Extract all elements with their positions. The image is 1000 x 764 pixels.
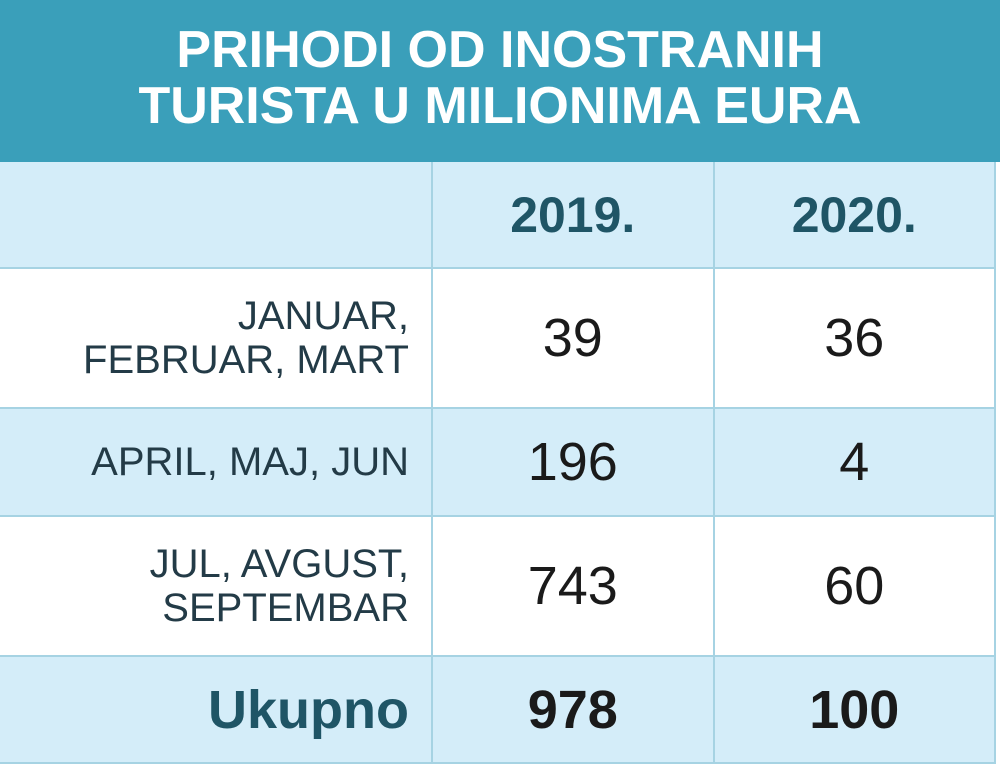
- table-row: JUL, AVGUST, SEPTEMBAR 743 60: [0, 515, 996, 657]
- row-label-line: SEPTEMBAR: [162, 586, 409, 630]
- value-2019: 196: [431, 407, 715, 517]
- header-2020: 2020.: [712, 162, 996, 269]
- header-row: 2019. 2020.: [0, 162, 996, 269]
- total-2019: 978: [431, 655, 715, 764]
- row-label-line: FEBRUAR, MART: [83, 338, 409, 382]
- value-2019: 39: [431, 267, 715, 409]
- total-label: Ukupno: [0, 655, 433, 764]
- value-2020: 60: [712, 515, 996, 657]
- header-empty-cell: [0, 162, 433, 269]
- header-2019: 2019.: [431, 162, 715, 269]
- table-row: JANUAR, FEBRUAR, MART 39 36: [0, 267, 996, 409]
- total-2020: 100: [712, 655, 996, 764]
- table-title: PRIHODI OD INOSTRANIH TURISTA U MILIONIM…: [0, 0, 1000, 162]
- row-label-line: JUL, AVGUST,: [149, 542, 409, 586]
- table-row: APRIL, MAJ, JUN 196 4: [0, 407, 996, 517]
- value-2020: 4: [712, 407, 996, 517]
- row-label: JANUAR, FEBRUAR, MART: [0, 267, 433, 409]
- row-label: APRIL, MAJ, JUN: [0, 407, 433, 517]
- title-line-1: PRIHODI OD INOSTRANIH: [176, 21, 824, 79]
- value-2020: 36: [712, 267, 996, 409]
- total-row: Ukupno 978 100: [0, 655, 996, 764]
- title-line-2: TURISTA U MILIONIMA EURA: [138, 77, 862, 135]
- value-2019: 743: [431, 515, 715, 657]
- row-label-line: APRIL, MAJ, JUN: [91, 440, 409, 484]
- row-label: JUL, AVGUST, SEPTEMBAR: [0, 515, 433, 657]
- row-label-line: JANUAR,: [237, 294, 409, 338]
- revenue-table: 2019. 2020. JANUAR, FEBRUAR, MART 39 36 …: [0, 162, 996, 764]
